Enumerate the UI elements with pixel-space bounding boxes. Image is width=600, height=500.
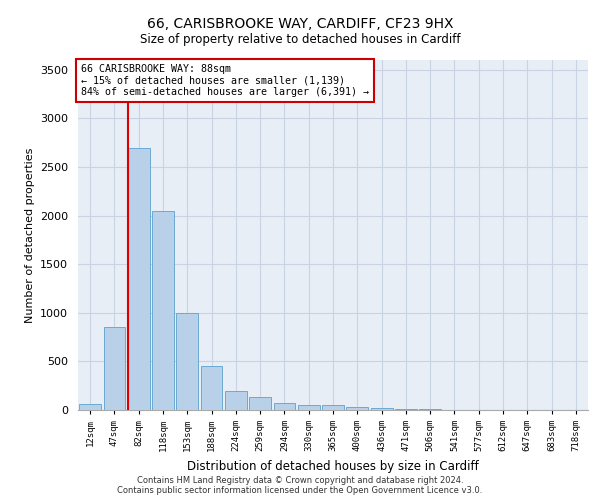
Text: 66, CARISBROOKE WAY, CARDIFF, CF23 9HX: 66, CARISBROOKE WAY, CARDIFF, CF23 9HX — [147, 18, 453, 32]
Bar — [371, 408, 392, 410]
X-axis label: Distribution of detached houses by size in Cardiff: Distribution of detached houses by size … — [187, 460, 479, 472]
Bar — [274, 402, 295, 410]
Bar — [200, 366, 223, 410]
Bar — [225, 390, 247, 410]
Bar — [298, 404, 320, 410]
Bar — [249, 398, 271, 410]
Bar — [128, 148, 149, 410]
Bar — [79, 404, 101, 410]
Bar — [395, 408, 417, 410]
Bar — [104, 328, 125, 410]
Text: 66 CARISBROOKE WAY: 88sqm
← 15% of detached houses are smaller (1,139)
84% of se: 66 CARISBROOKE WAY: 88sqm ← 15% of detac… — [80, 64, 368, 96]
Text: Contains HM Land Registry data © Crown copyright and database right 2024.
Contai: Contains HM Land Registry data © Crown c… — [118, 476, 482, 495]
Bar — [176, 313, 198, 410]
Bar — [152, 210, 174, 410]
Text: Size of property relative to detached houses in Cardiff: Size of property relative to detached ho… — [140, 32, 460, 46]
Bar — [346, 407, 368, 410]
Y-axis label: Number of detached properties: Number of detached properties — [25, 148, 35, 322]
Bar — [322, 405, 344, 410]
Bar — [419, 409, 441, 410]
